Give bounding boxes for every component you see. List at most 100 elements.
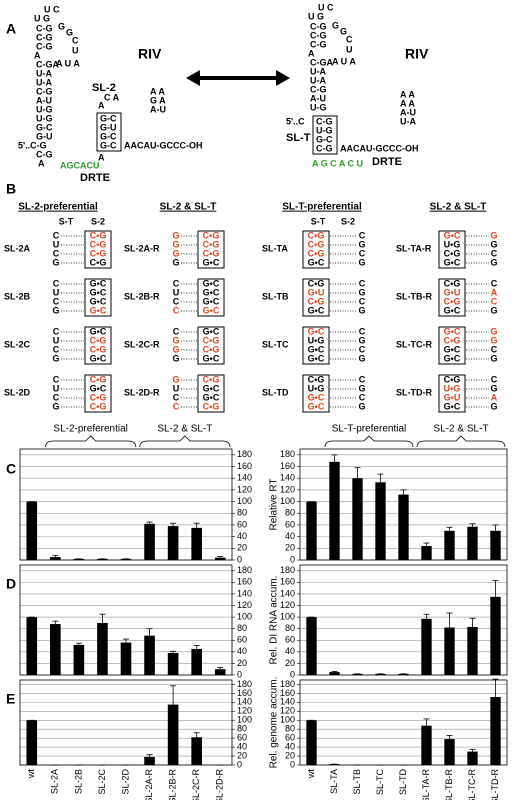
group-heading: SL-T-preferential [282,202,362,213]
structure-text: U-A [310,75,326,85]
structure-text: U-G [310,102,327,112]
nucleotide: G [358,287,365,297]
construct-name: SL-TA [262,243,288,253]
x-tick-label: SL-2B-R [167,769,177,800]
structure-text: G-U [100,122,117,132]
base-pair: C•G [90,230,107,240]
base-pair: C•G [90,248,107,258]
construct-name: SL-2A-R [124,243,160,253]
base-pair: C•G [308,278,325,288]
pair-box [197,326,225,365]
structure-text: C-G [310,30,327,40]
structure-text: A A [400,89,415,99]
base-pair: G•C [444,344,461,354]
slt-box [312,115,338,155]
nucleotide: C [359,392,366,402]
nucleotide: C [53,248,60,258]
bar [191,648,202,675]
nucleotide: G [358,335,365,345]
bar [490,697,501,765]
nucleotide: U [53,335,60,345]
bar [444,739,455,765]
nucleotide: C [359,248,366,258]
construct-name: SL-TC-R [396,339,432,349]
base-pair: C•G [203,335,220,345]
bar [144,756,155,765]
base-pair: C•G [308,248,325,258]
y-tick-label: 40 [285,531,295,541]
structure-text: A [98,100,105,110]
structure-text: A [98,152,105,162]
base-pair: C•G [444,335,461,345]
structure-text: G [66,27,73,37]
nucleotide: G [172,353,179,363]
structure-text: U-G [36,104,53,114]
y-tick-label: 100 [237,611,252,621]
y-tick-label: 120 [237,484,252,494]
bar [144,523,155,560]
bar [73,558,85,560]
nucleotide: C [53,230,60,240]
bar [398,673,409,675]
bar [375,482,386,560]
nucleotide: C [173,392,180,402]
bar [490,596,501,675]
structure-text: RIV [405,46,429,62]
base-pair: C•G [308,374,325,384]
construct-name: SL-2D-R [124,387,160,397]
x-tick-label: SL-TD [398,769,408,796]
x-tick-label: SL-TA [329,769,339,794]
y-tick-label: 80 [237,724,247,734]
structure-text: G-C [100,140,117,150]
structure-text: U [72,45,79,55]
x-tick-label: wt [306,769,316,779]
y-tick-label: 140 [237,588,252,598]
base-pair: G•C [444,401,461,411]
y-tick-label: 100 [280,611,295,621]
base-pair: C•G [203,230,220,240]
x-tick-label: SL-TA-R [421,769,431,800]
bar [352,673,363,675]
base-pair: G•C [308,257,325,267]
y-tick-label: 100 [237,496,252,506]
structure-text: U-A [36,68,52,78]
base-pair: C•G [444,374,461,384]
base-pair: C•G [90,374,107,384]
structure-text: U C [318,2,334,12]
group-bracket [139,435,231,448]
structure-text: U-A [400,116,416,126]
nucleotide: G [358,383,365,393]
structure-text: C-G [316,116,333,126]
y-tick-label: 140 [237,697,252,707]
bar [167,526,179,560]
base-pair: G•C [90,353,107,363]
structure-text: A A [400,98,415,108]
structure-text: U-A [310,66,326,76]
construct-name: SL-TC [262,339,289,349]
structure-text: G [58,21,65,31]
x-tick-label: SL-TC [375,769,385,796]
y-tick-label: 40 [285,741,295,751]
nucleotide: G [490,353,497,363]
x-tick-label: SL-2B [73,769,83,794]
structure-text: U [346,44,353,54]
pair-box [302,374,330,413]
base-pair: U•G [444,239,461,249]
base-pair: C•G [203,401,220,411]
y-tick-label: 160 [280,461,295,471]
x-tick-label: SL-2A [50,769,60,794]
bar [97,558,108,560]
nucleotide: C [53,296,60,306]
y-tick-label: 20 [285,658,295,668]
pair-box [84,278,112,317]
bar [421,618,432,675]
pair-box [302,326,330,365]
construct-name: SL-2C [4,339,31,349]
nucleotide: C [173,305,180,315]
base-pair: G•C [203,278,220,288]
structure-text: G-C [316,134,333,144]
bar [191,527,202,560]
y-tick-label: 180 [280,449,295,459]
y-tick-label: 40 [237,646,247,656]
y-tick-label: 160 [237,688,252,698]
